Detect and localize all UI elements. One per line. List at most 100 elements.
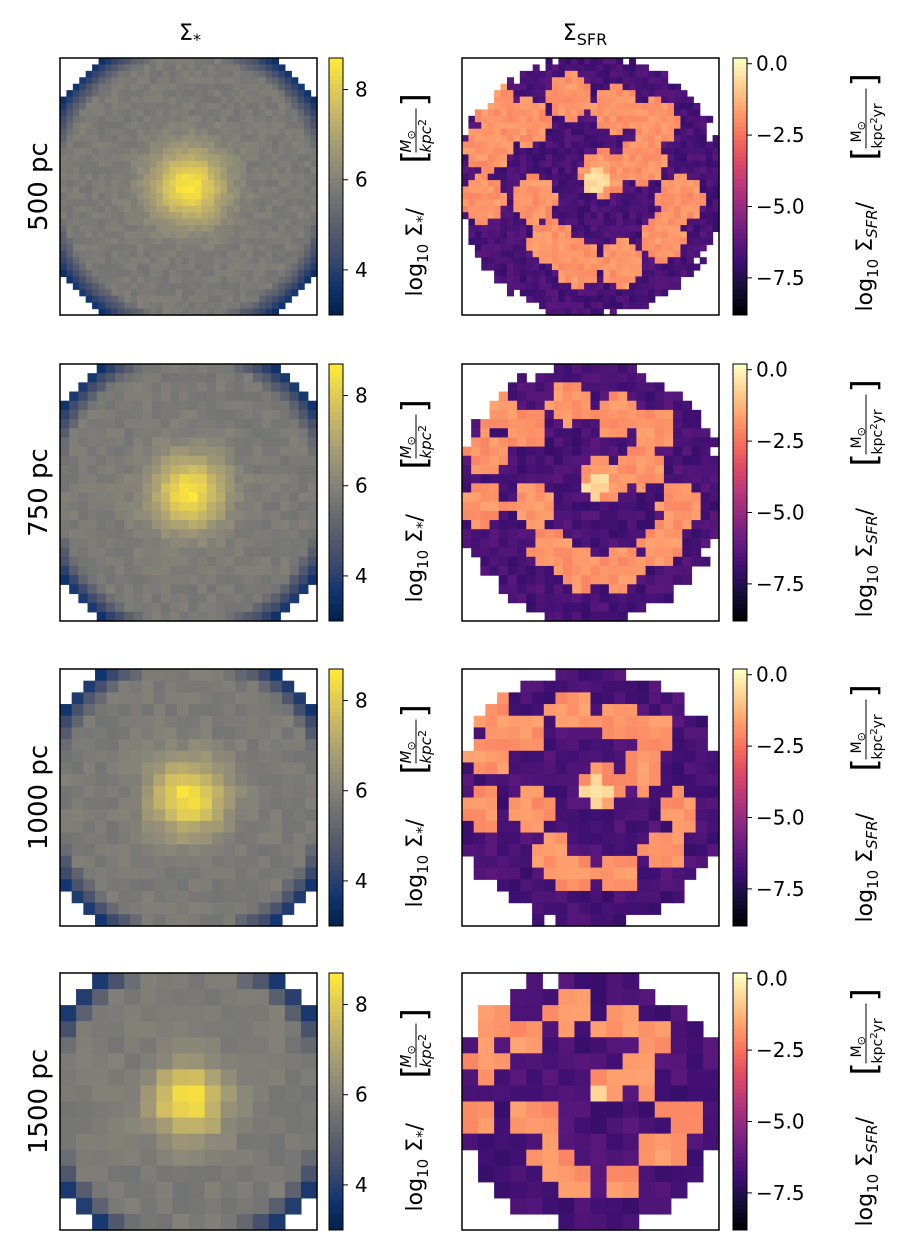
- stellar-cell: [66, 199, 74, 207]
- sfr-cell: [545, 302, 553, 310]
- sfr-cell: [481, 192, 489, 200]
- sfr-cell: [571, 135, 579, 143]
- sfr-cell: [636, 409, 647, 420]
- stellar-cell: [188, 844, 201, 857]
- stellar-cell: [239, 231, 247, 239]
- stellar-cell: [234, 611, 245, 622]
- sfr-cell: [641, 295, 649, 303]
- stellar-cell: [85, 244, 93, 252]
- stellar-cell: [214, 167, 222, 175]
- stellar-cell: [124, 96, 132, 104]
- stellar-cell: [252, 218, 260, 226]
- sfr-cell: [661, 199, 669, 207]
- sfr-cell: [558, 199, 566, 207]
- sfr-cell: [474, 205, 482, 213]
- stellar-cell: [206, 474, 217, 484]
- stellar-cell: [79, 263, 87, 271]
- sfr-cell: [572, 437, 582, 448]
- stellar-cell: [310, 128, 318, 136]
- sfr-cell: [622, 77, 630, 85]
- stellar-cell: [188, 902, 201, 915]
- sfr-cell: [562, 474, 573, 484]
- sfr-cell: [680, 212, 688, 220]
- sfr-colorbar-step: [733, 306, 747, 312]
- sfr-cell: [584, 154, 592, 162]
- stellar-cell: [156, 64, 164, 72]
- stellar-cell: [220, 192, 228, 200]
- sfr-cell: [691, 474, 702, 484]
- stellar-cell: [162, 96, 170, 104]
- stellar-cell: [304, 192, 312, 200]
- sfr-cell: [468, 167, 476, 175]
- sfr-cell: [532, 70, 540, 78]
- stellar-cell: [297, 122, 305, 130]
- stellar-cell: [271, 575, 281, 585]
- stellar-cell: [104, 186, 112, 194]
- sfr-cell: [584, 96, 592, 104]
- stellar-cell: [124, 167, 132, 175]
- sfr-cell: [571, 192, 579, 200]
- sfr-cell: [590, 529, 601, 539]
- stellar-cell: [200, 774, 213, 787]
- sfr-cell: [468, 199, 476, 207]
- stellar-cell: [284, 167, 292, 175]
- sfr-cell: [545, 263, 553, 271]
- stellar-cell: [182, 244, 190, 252]
- sfr-colorbar-step: [733, 436, 747, 442]
- sfr-cell: [498, 437, 509, 448]
- stellar-cell: [162, 102, 170, 110]
- stellar-cell: [170, 409, 180, 420]
- stellar-cell: [133, 400, 144, 411]
- stellar-cell: [206, 520, 217, 530]
- stellar-cell: [281, 739, 295, 752]
- stellar-cell: [87, 419, 98, 429]
- stellar-cell: [252, 419, 263, 429]
- sfr-cell: [500, 173, 508, 181]
- stellar-cell: [165, 727, 178, 740]
- stellar-cell: [60, 762, 73, 775]
- sfr-cell: [500, 102, 508, 110]
- sfr-cell: [494, 147, 502, 155]
- stellar-cell: [243, 556, 254, 567]
- sfr-cell: [641, 70, 649, 78]
- sfr-colorbar-step: [733, 423, 747, 429]
- sfr-cell: [551, 205, 559, 213]
- stellar-cell: [194, 83, 202, 91]
- stellar-cell: [169, 186, 177, 194]
- sfr-cell: [608, 547, 619, 558]
- sfr-cell: [500, 212, 508, 220]
- sfr-cell: [571, 102, 579, 110]
- sfr-colorbar-step: [733, 229, 747, 235]
- stellar-cell: [156, 135, 164, 143]
- sfr-cbar-label-text: log10 ΣSFR/: [853, 507, 882, 617]
- sfr-cell: [480, 556, 491, 567]
- sfr-cell: [544, 446, 555, 457]
- sfr-cell: [654, 446, 665, 457]
- stellar-cell: [60, 529, 70, 539]
- sfr-cell: [474, 250, 482, 258]
- stellar-cell: [291, 141, 299, 149]
- stellar-cell: [115, 529, 125, 539]
- stellar-cell: [169, 147, 177, 155]
- stellar-colorbar-step: [329, 496, 343, 502]
- sfr-cell: [532, 96, 540, 104]
- sfr-cell: [551, 186, 559, 194]
- sfr-colorbar-step: [733, 513, 747, 519]
- stellar-colorbar-step: [329, 368, 343, 374]
- sfr-cell: [608, 391, 619, 402]
- sfr-cell: [635, 270, 643, 278]
- sfr-cell: [712, 180, 720, 188]
- stellar-cell: [272, 231, 280, 239]
- sfr-cell: [487, 263, 495, 271]
- stellar-cell: [194, 276, 202, 284]
- stellar-cell: [115, 391, 125, 402]
- sfr-cell: [532, 135, 540, 143]
- sfr-cell: [680, 102, 688, 110]
- sfr-cell: [629, 282, 637, 290]
- stellar-cell: [137, 186, 145, 194]
- sfr-cell: [526, 382, 537, 393]
- sfr-cell: [500, 167, 508, 175]
- stellar-cell: [188, 832, 201, 845]
- sfr-cell: [622, 135, 630, 143]
- stellar-cell: [95, 797, 108, 810]
